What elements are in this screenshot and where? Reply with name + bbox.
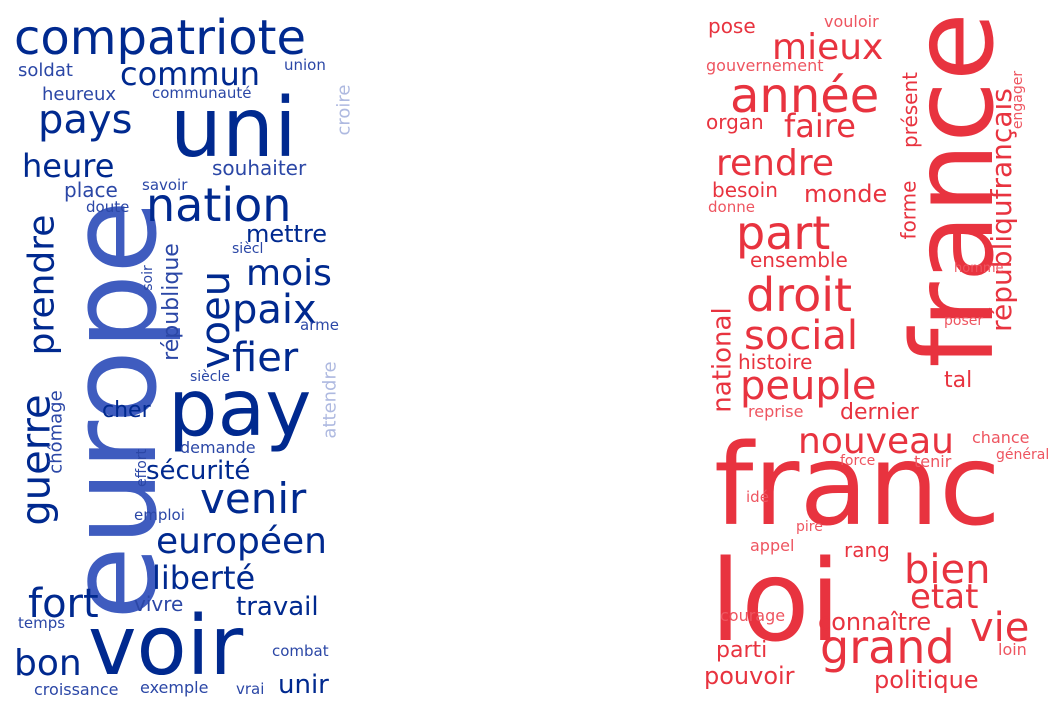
left-cloud-word: croissance	[34, 680, 119, 699]
right-cloud-word: monde	[804, 180, 888, 208]
right-cloud-word: parti	[716, 638, 768, 663]
left-cloud-word: union	[284, 56, 326, 74]
left-cloud-word: croire	[333, 84, 354, 136]
left-cloud-word: unir	[278, 670, 329, 700]
right-cloud-word: donne	[708, 198, 755, 216]
right-cloud-word: tenir	[914, 452, 952, 471]
right-cloud-word: poser	[944, 313, 984, 329]
left-cloud-word: combat	[272, 642, 329, 660]
left-cloud-word: temps	[18, 614, 66, 632]
left-cloud-word: liberté	[152, 559, 256, 597]
right-cloud-word: loin	[998, 640, 1027, 659]
left-cloud-word: bon	[14, 643, 82, 684]
right-cloud-word: dernier	[840, 400, 919, 425]
left-cloud-word: savoir	[142, 176, 188, 194]
right-cloud-word: connaître	[818, 608, 932, 636]
left-cloud-word: siècle	[190, 369, 230, 385]
left-cloud-word: arme	[300, 316, 339, 334]
left-cloud-word: compatriote	[14, 10, 307, 66]
right-cloud-word: tal	[944, 368, 973, 393]
right-cloud-word: social	[744, 313, 859, 359]
right-cloud-word: peuple	[740, 363, 877, 409]
left-cloud-word: république	[158, 243, 184, 361]
left-cloud-word: doute	[86, 198, 130, 216]
left-cloud-word: demande	[180, 438, 256, 457]
right-cloud-word: courage	[720, 606, 786, 625]
right-cloud-word: présent	[898, 71, 923, 149]
right-cloud-word: nouveau	[798, 421, 954, 462]
left-cloud-word: commun	[120, 55, 261, 93]
right-cloud-word: vouloir	[824, 12, 879, 31]
left-cloud-word: européen	[156, 521, 327, 562]
left-cloud-word: chômage	[45, 390, 67, 474]
right-cloud-word: loi	[710, 537, 841, 667]
right-cloud-word: rang	[844, 538, 890, 562]
right-cloud-word: républiqufrançais	[984, 88, 1018, 332]
left-cloud-word: prendre	[20, 214, 62, 356]
right-cloud-word: idé	[746, 488, 769, 506]
right-cloud-word: appel	[750, 536, 795, 555]
right-cloud-word: année	[730, 68, 880, 124]
right-cloud-word: bien	[904, 547, 991, 593]
left-cloud-word: venir	[200, 474, 307, 523]
left-cloud-word: exemple	[140, 678, 209, 697]
left-cloud-word: fort	[28, 581, 99, 627]
right-cloud-word: politique	[874, 666, 979, 694]
left-cloud-word: heure	[22, 147, 115, 185]
right-cloud-word: homme	[954, 261, 1004, 276]
right-cloud-word: histoire	[738, 350, 813, 374]
right-cloud-word: grand	[820, 620, 955, 674]
right-cloud-word: mieux	[772, 27, 884, 68]
left-cloud-word: souhaiter	[212, 156, 307, 180]
right-cloud-word: rendre	[716, 143, 834, 184]
left-cloud-word: travail	[236, 592, 319, 622]
right-cloud-word: gouvernement	[706, 56, 824, 75]
right-cloud-word: droit	[746, 268, 853, 322]
right-cloud-word: national	[707, 307, 738, 413]
word-cloud-right: france franc loi pose vouloir gouvernement mie…	[700, 0, 1060, 713]
right-cloud-word: pouvoir	[704, 662, 795, 690]
left-cloud-word: communauté	[152, 84, 252, 102]
right-cloud-word: part	[736, 206, 831, 260]
left-cloud-word: attendre	[319, 361, 341, 439]
left-cloud-word: heureux	[42, 84, 117, 105]
left-cloud-word: vivre	[134, 592, 184, 616]
left-cloud-word: siècl	[232, 241, 264, 257]
right-cloud-word: forme	[895, 180, 920, 240]
left-cloud-word: mettre	[246, 220, 328, 248]
left-cloud-word: cher	[102, 398, 151, 423]
right-cloud-word: etat	[910, 577, 979, 617]
left-cloud-word: soir	[139, 265, 156, 291]
left-cloud-word: fier	[232, 335, 299, 381]
word-cloud-left: compatriote uni europe pay voir commun soldat u…	[0, 0, 360, 713]
right-cloud-word: pire	[796, 519, 823, 535]
right-cloud-word: vie	[970, 605, 1030, 651]
left-cloud-word: voir	[88, 599, 244, 694]
left-cloud-word: nation	[146, 178, 292, 232]
right-cloud-word: faire	[784, 107, 856, 145]
left-cloud-word: pay	[168, 364, 312, 454]
left-cloud-word: effort	[134, 448, 151, 488]
right-cloud-word: franc	[714, 421, 1001, 551]
right-cloud-word: besoin	[712, 178, 778, 202]
right-cloud-word: organ	[706, 110, 764, 134]
right-cloud-word: ensemble	[750, 248, 848, 272]
right-cloud-word: chance	[972, 428, 1030, 447]
left-cloud-word: emploi	[134, 506, 185, 524]
left-cloud-word: soldat	[18, 60, 73, 81]
right-cloud-word: général	[996, 447, 1050, 463]
left-cloud-word: mois	[246, 253, 332, 294]
left-cloud-word: sécurité	[146, 456, 251, 486]
right-cloud-word: pose	[708, 14, 756, 38]
left-cloud-word: uni	[170, 81, 297, 176]
right-cloud-word: force	[840, 453, 876, 469]
left-cloud-word: pays	[38, 97, 133, 143]
left-cloud-word: voeu	[193, 270, 240, 370]
left-cloud-word: vrai	[236, 680, 265, 698]
left-cloud-word: paix	[232, 287, 317, 333]
left-cloud-word: place	[64, 178, 118, 202]
right-cloud-word: reprise	[748, 402, 804, 421]
